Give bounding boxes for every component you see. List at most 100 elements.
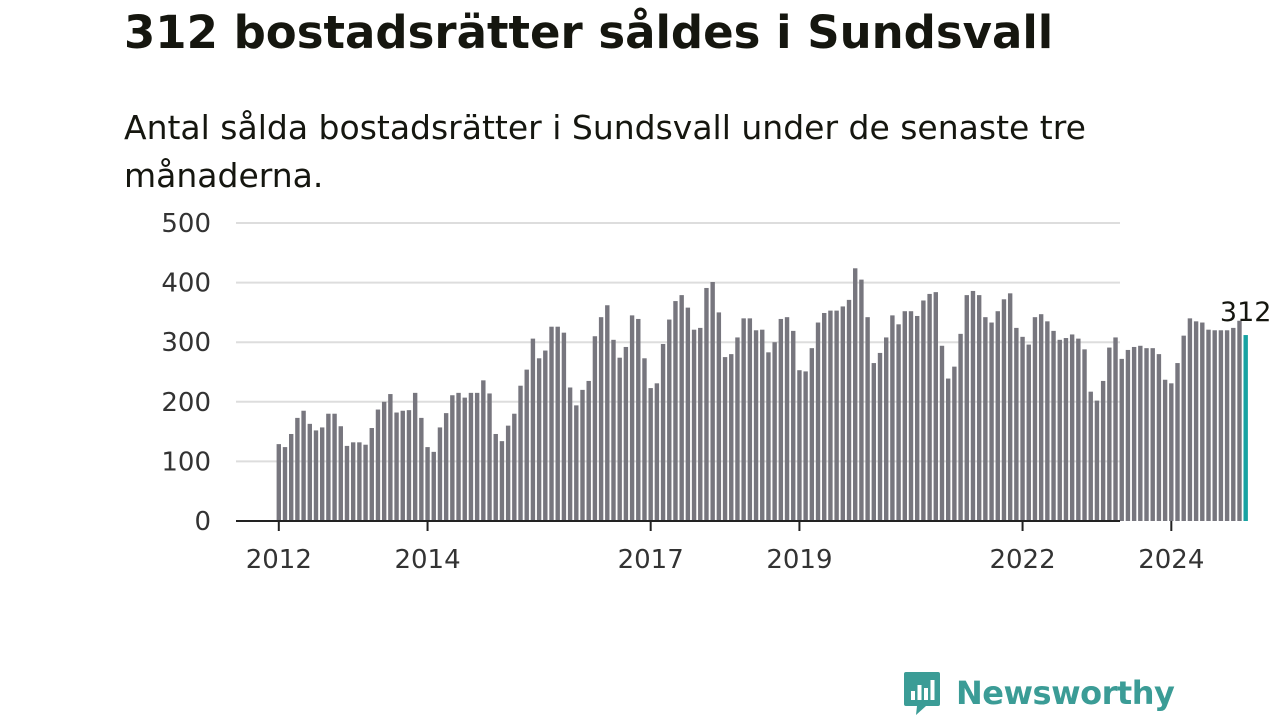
bar bbox=[437, 427, 443, 521]
bar bbox=[1187, 318, 1193, 521]
bar bbox=[902, 311, 907, 521]
bar bbox=[313, 430, 319, 521]
bar bbox=[983, 317, 988, 521]
bar bbox=[338, 426, 343, 521]
bar bbox=[419, 417, 424, 521]
bar bbox=[332, 413, 337, 521]
newsworthy-logo: Newsworthy bbox=[902, 670, 1175, 716]
bar bbox=[505, 425, 511, 521]
bar bbox=[1200, 322, 1205, 521]
bar bbox=[1125, 349, 1131, 521]
bar bbox=[381, 401, 387, 521]
bar bbox=[865, 317, 870, 521]
bar bbox=[1038, 314, 1044, 521]
bar bbox=[1237, 320, 1242, 521]
bar bbox=[586, 380, 591, 521]
bar bbox=[921, 300, 926, 521]
bar bbox=[1169, 383, 1174, 521]
bar bbox=[549, 326, 554, 521]
bar bbox=[288, 433, 294, 521]
bar bbox=[716, 312, 722, 521]
x-tick-label: 2022 bbox=[989, 545, 1055, 575]
bar bbox=[766, 352, 771, 521]
bar bbox=[629, 315, 635, 521]
bar bbox=[1026, 344, 1031, 521]
bar bbox=[1057, 339, 1062, 521]
bar bbox=[282, 447, 288, 521]
bar bbox=[536, 358, 542, 521]
bar bbox=[896, 324, 901, 521]
bar bbox=[685, 307, 691, 521]
bar bbox=[375, 409, 381, 521]
bar bbox=[1051, 330, 1056, 521]
bar bbox=[853, 268, 858, 521]
bar bbox=[394, 412, 399, 521]
bar bbox=[1113, 337, 1118, 521]
bar bbox=[648, 388, 653, 521]
bar bbox=[667, 319, 672, 521]
bar bbox=[958, 333, 963, 521]
x-tick-label: 2024 bbox=[1138, 545, 1204, 575]
x-tick-label: 2014 bbox=[394, 545, 460, 575]
bar bbox=[307, 423, 312, 521]
bar bbox=[679, 295, 684, 521]
bar bbox=[425, 447, 430, 521]
bar bbox=[1144, 348, 1149, 521]
y-tick-label: 100 bbox=[161, 447, 211, 477]
bar bbox=[1076, 338, 1081, 521]
bar bbox=[1131, 346, 1137, 521]
bar bbox=[877, 352, 883, 521]
bar bbox=[859, 279, 864, 521]
bar bbox=[791, 330, 796, 521]
bar bbox=[828, 310, 833, 521]
bar bbox=[369, 428, 374, 521]
bar bbox=[636, 318, 641, 521]
bar bbox=[989, 322, 994, 521]
bar bbox=[1001, 299, 1007, 521]
bar bbox=[1162, 379, 1168, 521]
bar bbox=[747, 318, 753, 521]
x-tick-label: 2012 bbox=[246, 545, 312, 575]
bar bbox=[623, 346, 629, 521]
bar bbox=[592, 336, 598, 521]
bar bbox=[493, 433, 498, 521]
bar bbox=[927, 293, 932, 521]
bar bbox=[319, 427, 325, 521]
bar bbox=[884, 337, 889, 521]
bar bbox=[1156, 354, 1162, 521]
bar bbox=[1069, 334, 1075, 521]
bar bbox=[1224, 330, 1230, 521]
bar bbox=[1063, 338, 1069, 521]
bar bbox=[797, 370, 802, 521]
bar bbox=[524, 369, 529, 521]
bars bbox=[276, 268, 1248, 521]
bar bbox=[945, 378, 951, 521]
bar bbox=[642, 358, 647, 521]
y-axis-labels: 0 100 200 300 400 500 bbox=[161, 209, 211, 537]
bar bbox=[1150, 348, 1155, 521]
bar bbox=[462, 397, 467, 521]
bar bbox=[760, 329, 765, 521]
bar bbox=[468, 392, 474, 521]
bar bbox=[753, 330, 759, 521]
bar bbox=[815, 322, 821, 521]
bar bbox=[741, 318, 746, 521]
y-tick-label: 200 bbox=[161, 388, 211, 418]
bar bbox=[1218, 330, 1224, 521]
y-tick-label: 0 bbox=[194, 507, 211, 537]
bar bbox=[822, 312, 827, 521]
bar bbox=[388, 394, 393, 521]
chart-subtitle: Antal sålda bostadsrätter i Sundsvall un… bbox=[124, 108, 1086, 195]
bar bbox=[487, 393, 492, 521]
x-axis: 2012 2014 2017 2019 2022 2024 bbox=[246, 521, 1204, 575]
bar bbox=[995, 311, 1000, 521]
x-tick-label: 2017 bbox=[618, 545, 684, 575]
bar bbox=[735, 337, 740, 521]
bar bbox=[654, 383, 660, 521]
bar-latest bbox=[1243, 335, 1248, 521]
bar bbox=[344, 445, 350, 521]
bar bbox=[939, 345, 945, 521]
bar bbox=[834, 310, 839, 521]
bar bbox=[567, 387, 573, 521]
